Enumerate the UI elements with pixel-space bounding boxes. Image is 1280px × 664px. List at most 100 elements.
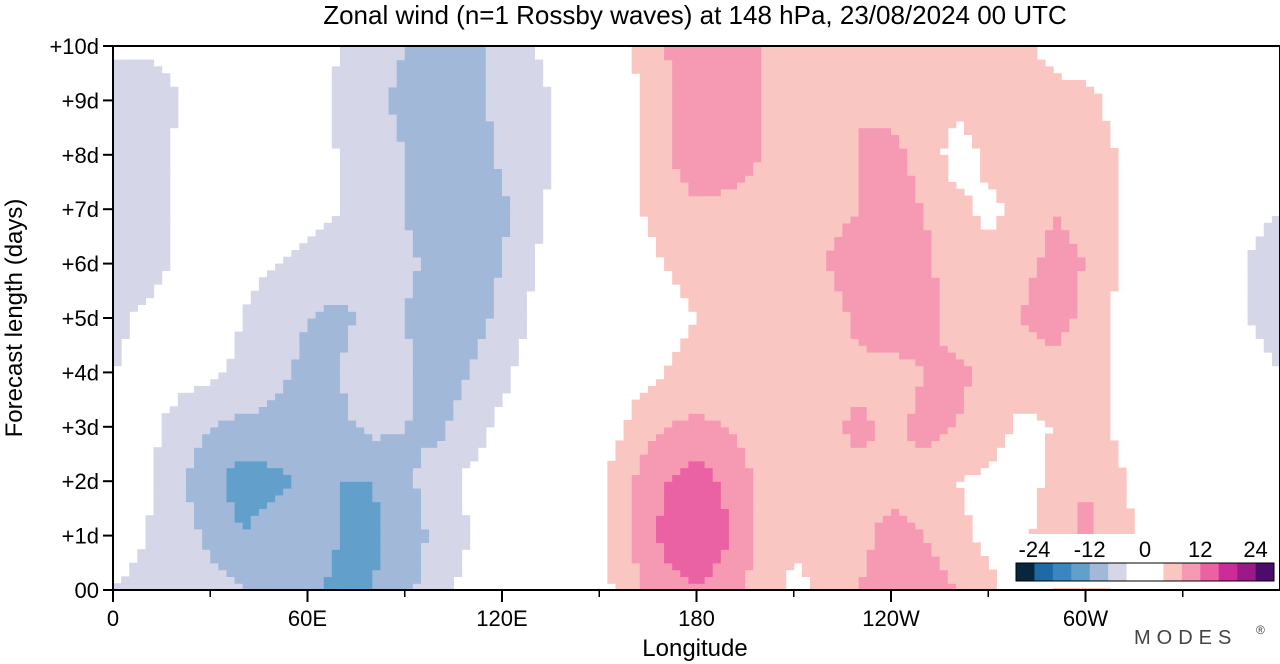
heatmap-cell xyxy=(866,386,876,394)
heatmap-cell xyxy=(461,277,471,285)
heatmap-cell xyxy=(202,535,211,543)
heatmap-cell xyxy=(161,250,171,258)
heatmap-cell xyxy=(461,399,471,407)
heatmap-cell xyxy=(380,426,390,435)
heatmap-cell xyxy=(445,515,454,523)
heatmap-cell xyxy=(907,297,916,305)
heatmap-cell xyxy=(745,318,754,326)
heatmap-cell xyxy=(753,379,762,387)
heatmap-cell xyxy=(412,576,422,584)
heatmap-cell xyxy=(712,372,722,380)
heatmap-cell xyxy=(801,372,811,380)
heatmap-cell xyxy=(737,297,746,305)
heatmap-cell xyxy=(980,250,989,258)
heatmap-cell xyxy=(899,474,908,482)
heatmap-cell xyxy=(777,447,787,455)
heatmap-cell xyxy=(850,420,860,428)
heatmap-cell xyxy=(801,263,811,271)
heatmap-cell xyxy=(745,481,754,489)
heatmap-cell xyxy=(785,331,795,339)
heatmap-cell xyxy=(177,460,187,469)
heatmap-cell xyxy=(113,229,122,237)
heatmap-cell xyxy=(437,318,446,326)
heatmap-cell xyxy=(988,447,997,455)
heatmap-cell xyxy=(348,318,357,326)
heatmap-cell xyxy=(963,256,973,265)
heatmap-cell xyxy=(720,440,730,448)
heatmap-cell xyxy=(939,460,949,469)
heatmap-cell xyxy=(388,345,398,353)
heatmap-cell xyxy=(955,270,965,278)
heatmap-cell xyxy=(275,576,284,584)
heatmap-cell xyxy=(250,556,260,564)
heatmap-cell xyxy=(672,270,681,278)
heatmap-cell xyxy=(907,324,916,333)
heatmap-cell xyxy=(380,358,390,367)
heatmap-cell xyxy=(899,535,908,543)
heatmap-cell xyxy=(842,474,852,482)
heatmap-cell xyxy=(826,345,835,353)
heatmap-cell xyxy=(234,392,244,401)
heatmap-cell xyxy=(882,535,892,543)
heatmap-cell xyxy=(1012,250,1022,258)
heatmap-cell xyxy=(607,481,617,489)
heatmap-cell xyxy=(485,229,495,237)
heatmap-cell xyxy=(226,583,236,590)
heatmap-cell xyxy=(404,447,414,455)
heatmap-cell xyxy=(396,318,406,326)
heatmap-cell xyxy=(1061,379,1070,387)
heatmap-cell xyxy=(818,297,827,305)
heatmap-cell xyxy=(704,494,714,503)
heatmap-cell xyxy=(1109,250,1119,258)
heatmap-cell xyxy=(275,501,284,509)
heatmap-cell xyxy=(1028,365,1038,373)
heatmap-cell xyxy=(477,352,487,360)
heatmap-cell xyxy=(177,420,187,428)
heatmap-cell xyxy=(226,522,236,530)
heatmap-cell xyxy=(372,522,382,530)
heatmap-cell xyxy=(502,284,511,292)
heatmap-cell xyxy=(907,386,916,394)
heatmap-cell xyxy=(210,399,219,407)
heatmap-cell xyxy=(1093,508,1103,516)
heatmap-cell xyxy=(380,250,390,258)
heatmap-cell xyxy=(688,583,698,590)
heatmap-cell xyxy=(275,392,284,401)
heatmap-cell xyxy=(404,583,414,590)
heatmap-cell xyxy=(380,433,390,441)
heatmap-cell xyxy=(404,562,414,571)
heatmap-cell xyxy=(947,311,957,319)
heatmap-cell xyxy=(809,406,819,414)
heatmap-cell xyxy=(939,304,949,312)
heatmap-cell xyxy=(1069,284,1078,292)
heatmap-cell xyxy=(891,297,900,305)
heatmap-cell xyxy=(728,358,738,367)
heatmap-cell xyxy=(307,515,317,523)
heatmap-cell xyxy=(655,236,665,244)
heatmap-cell xyxy=(1109,467,1119,475)
heatmap-cell xyxy=(266,372,276,380)
heatmap-cell xyxy=(331,522,341,530)
heatmap-cell xyxy=(161,426,171,435)
heatmap-cell xyxy=(437,304,446,312)
heatmap-cell xyxy=(980,324,989,333)
heatmap-cell xyxy=(258,488,268,496)
heatmap-cell xyxy=(275,352,284,360)
heatmap-cell xyxy=(396,229,406,237)
heatmap-cell xyxy=(1061,522,1070,530)
heatmap-cell xyxy=(1053,338,1062,346)
heatmap-cell xyxy=(712,488,722,496)
heatmap-cell xyxy=(339,576,349,584)
heatmap-cell xyxy=(234,440,244,448)
heatmap-cell xyxy=(688,345,698,353)
heatmap-cell xyxy=(655,440,665,448)
heatmap-cell xyxy=(194,413,203,421)
heatmap-cell xyxy=(1093,481,1103,489)
heatmap-cell xyxy=(972,352,981,360)
heatmap-cell xyxy=(931,331,941,339)
heatmap-cell xyxy=(113,318,122,326)
heatmap-cell xyxy=(882,338,892,346)
heatmap-cell xyxy=(396,447,406,455)
heatmap-cell xyxy=(720,508,730,516)
heatmap-cell xyxy=(793,515,803,523)
